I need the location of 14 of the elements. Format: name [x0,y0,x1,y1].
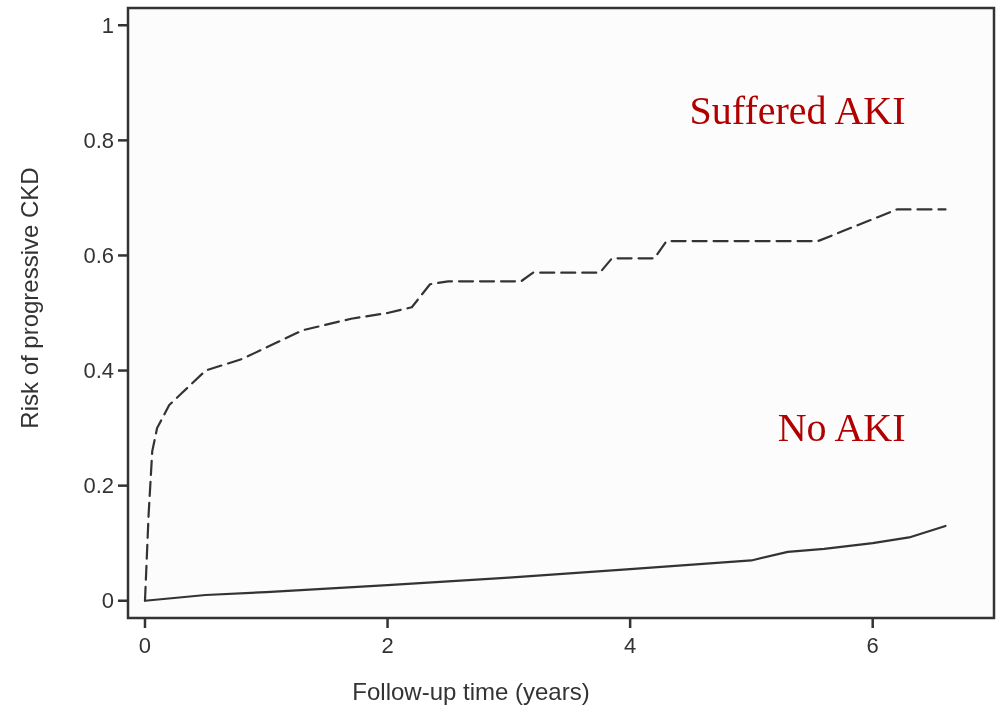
y-tick-label: 0.4 [83,358,114,384]
text: No AKI [777,404,906,450]
series-label: Suffered AKI [689,88,906,134]
y-tick-label: 0.8 [83,128,114,154]
y-tick-label: 1 [101,12,114,38]
y-axis-title: Risk of progressive CKD [16,167,43,429]
y-tick-label: 0.2 [83,473,114,499]
y-tick-label: 0.6 [83,243,114,269]
x-tick-label: 0 [138,633,152,658]
x-tick-label: 2 [381,633,394,658]
x-tick-label: 6 [866,633,879,658]
x-axis-title: Follow-up time (years) [352,678,590,705]
y-tick-label: 0 [101,588,114,614]
x-tick-label: 4 [624,633,637,658]
